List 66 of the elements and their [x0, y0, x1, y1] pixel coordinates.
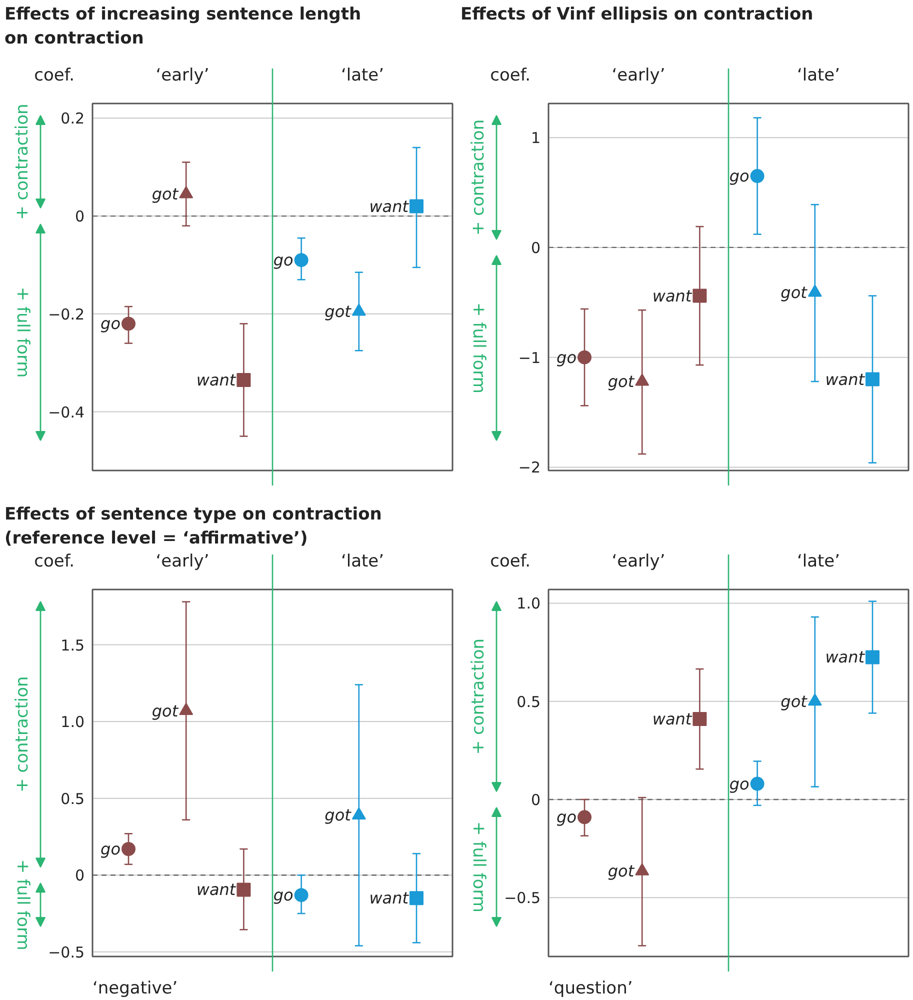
- chart-title: Effects of Vinf ellipsis on contraction: [460, 4, 814, 24]
- series-label: go: [556, 348, 577, 367]
- y-tick-label: −0.2: [48, 305, 85, 324]
- series-label: go: [556, 808, 577, 827]
- y-axis-title: coef.: [490, 66, 530, 86]
- series-label: want: [652, 286, 692, 306]
- series-label: got: [608, 862, 635, 881]
- series-label: go: [100, 840, 121, 859]
- series-label: want: [369, 196, 410, 216]
- y-tick-label: 1.5: [60, 636, 85, 654]
- y-tick-label: −0.5: [48, 943, 85, 962]
- chart-title: Effects of sentence type on contraction (reference level = ‘affirmative’): [4, 504, 382, 548]
- series-label: want: [369, 888, 410, 908]
- series-label: got: [152, 184, 179, 204]
- text: + full form: [468, 822, 488, 912]
- y-tick-label: 1: [530, 129, 541, 148]
- y-tick-label: 0.2: [60, 110, 85, 128]
- series-label: got: [324, 302, 352, 321]
- x-axis-title: ‘question’: [548, 978, 633, 998]
- x-axis-title: ‘negative’: [92, 978, 178, 998]
- series-label: go: [100, 314, 121, 334]
- text: + contraction: [468, 638, 488, 755]
- y-tick-label: 1.0: [60, 713, 85, 732]
- text: ‘late’: [796, 66, 840, 86]
- text: + full form: [12, 859, 32, 950]
- series-label: go: [729, 774, 750, 794]
- text: + contraction: [468, 119, 488, 236]
- series-label: go: [273, 250, 294, 270]
- y-tick-label: 0.5: [516, 692, 541, 711]
- y-tick-label: 0: [530, 238, 541, 257]
- series-label: got: [152, 701, 179, 720]
- y-axis-title: coef.: [34, 66, 74, 86]
- y-tick-label: −1: [518, 348, 541, 367]
- text: ‘early’: [156, 552, 210, 572]
- text: ‘early’: [156, 66, 210, 86]
- series-label: want: [825, 648, 866, 667]
- y-tick-label: −2: [518, 458, 541, 477]
- y-tick-label: 0: [74, 208, 85, 226]
- series-label: want: [652, 710, 692, 729]
- text: ‘late’: [796, 552, 840, 572]
- text: ‘early’: [612, 552, 666, 572]
- series-label: got: [608, 372, 635, 391]
- text: ‘early’: [612, 66, 666, 86]
- text: + full form: [12, 286, 32, 378]
- series-label: want: [196, 370, 236, 390]
- series-label: want: [196, 880, 236, 900]
- text: ‘late’: [340, 66, 384, 86]
- text: ‘late’: [340, 552, 384, 572]
- series-label: got: [780, 692, 808, 711]
- series-label: go: [273, 886, 294, 905]
- series-label: got: [324, 806, 352, 825]
- y-tick-label: 0: [74, 866, 85, 885]
- text: + contraction: [12, 104, 32, 220]
- series-label: go: [729, 166, 750, 186]
- text: + full form: [468, 302, 488, 394]
- y-axis-title: coef.: [34, 552, 74, 572]
- y-tick-label: 0.5: [60, 790, 85, 808]
- y-axis-title: coef.: [490, 552, 530, 572]
- series-label: got: [780, 282, 808, 302]
- chart-title: Effects of increasing sentence length on contraction: [4, 4, 362, 48]
- series-label: want: [825, 370, 866, 389]
- y-tick-label: 1.0: [516, 594, 541, 613]
- y-tick-label: −0.4: [48, 403, 85, 422]
- text: + contraction: [12, 676, 32, 792]
- y-tick-label: −0.5: [504, 889, 541, 908]
- y-tick-label: 0: [530, 790, 541, 809]
